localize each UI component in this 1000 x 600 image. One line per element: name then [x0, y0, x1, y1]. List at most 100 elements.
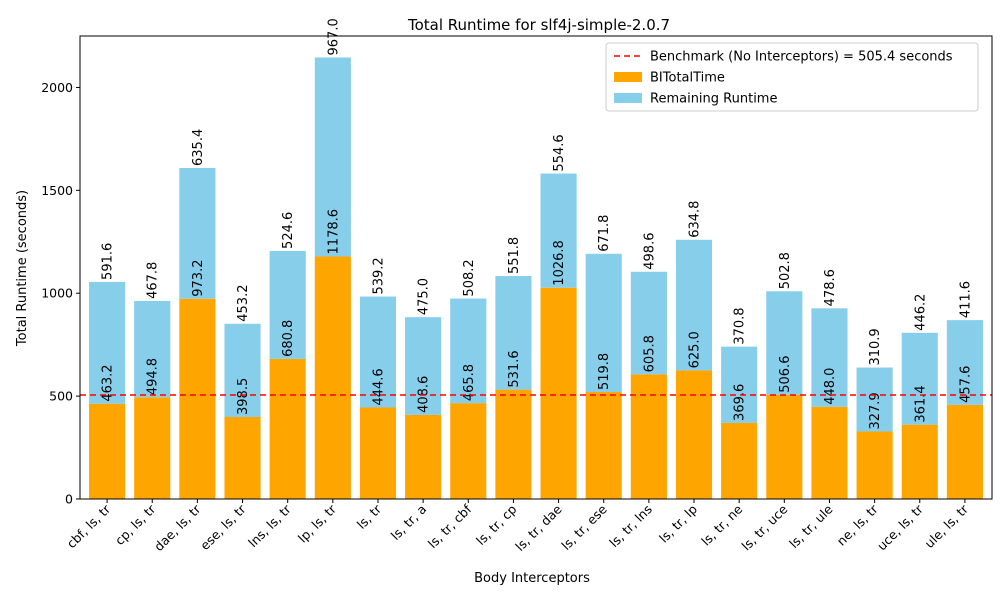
data-label-bitotaltime-4: 680.8 — [281, 320, 296, 357]
bar-remaining-18 — [901, 332, 938, 425]
bar-remaining-12 — [630, 271, 667, 375]
bar-remaining-11 — [585, 253, 622, 393]
x-tick-label-3: ese, ls, tr — [197, 501, 249, 553]
data-label-bitotaltime-14: 369.6 — [733, 384, 748, 421]
bar-bitotaltime-0 — [89, 403, 126, 499]
bar-remaining-19 — [946, 320, 983, 405]
bar-bitotaltime-19 — [946, 404, 983, 499]
data-label-bitotaltime-1: 494.8 — [146, 358, 161, 395]
bar-remaining-3 — [224, 323, 261, 417]
chart-title: Total Runtime for slf4j-simple-2.0.7 — [407, 16, 670, 34]
bar-bitotaltime-5 — [314, 256, 351, 499]
bar-bitotaltime-10 — [540, 287, 577, 499]
y-tick-label-1: 500 — [49, 389, 73, 404]
x-tick-label-11: ls, tr, ese — [558, 501, 610, 553]
legend-box — [605, 42, 979, 112]
data-label-bitotaltime-11: 519.8 — [597, 353, 612, 390]
data-label-bitotaltime-13: 625.0 — [688, 331, 703, 368]
data-label-bitotaltime-9: 531.6 — [507, 350, 522, 387]
legend-label-benchmark: Benchmark (No Interceptors) = 505.4 seco… — [650, 50, 953, 65]
data-label-remaining-10: 554.6 — [552, 134, 567, 171]
bars-layer — [89, 57, 983, 499]
x-tick-label-10: ls, tr, dae — [512, 501, 565, 554]
bar-bitotaltime-6 — [359, 407, 397, 499]
bar-remaining-6 — [359, 296, 397, 408]
bar-bitotaltime-11 — [585, 392, 622, 499]
data-label-remaining-7: 475.0 — [417, 278, 432, 315]
bar-remaining-1 — [134, 300, 171, 398]
data-label-remaining-4: 524.6 — [281, 212, 296, 249]
x-tick-label-6: ls, tr — [354, 501, 385, 532]
bar-bitotaltime-1 — [134, 397, 171, 499]
bar-remaining-15 — [766, 291, 803, 395]
data-label-remaining-9: 551.8 — [507, 237, 522, 274]
bar-bitotaltime-2 — [179, 298, 216, 499]
data-label-remaining-14: 370.8 — [733, 307, 748, 344]
data-label-remaining-19: 411.6 — [958, 281, 973, 318]
data-label-bitotaltime-3: 398.5 — [236, 378, 251, 415]
bar-remaining-13 — [675, 239, 713, 371]
bar-bitotaltime-13 — [675, 370, 713, 499]
bar-bitotaltime-15 — [766, 394, 803, 499]
data-label-remaining-18: 446.2 — [913, 294, 928, 331]
data-label-bitotaltime-2: 973.2 — [191, 260, 206, 297]
bar-bitotaltime-8 — [450, 403, 487, 499]
bar-bitotaltime-3 — [224, 416, 261, 499]
bar-remaining-17 — [856, 367, 893, 432]
bar-remaining-10 — [540, 173, 577, 288]
bar-remaining-9 — [495, 276, 532, 390]
bar-remaining-2 — [179, 167, 216, 299]
x-tick-label-15: ls, tr, uce — [739, 501, 791, 553]
data-label-bitotaltime-10: 1026.8 — [552, 240, 567, 286]
data-label-remaining-17: 310.9 — [868, 328, 883, 365]
data-label-remaining-1: 467.8 — [146, 262, 161, 299]
y-tick-label-3: 1500 — [41, 183, 73, 198]
legend-label-1: Remaining Runtime — [650, 92, 777, 107]
x-tick-label-4: lns, ls, tr — [245, 501, 294, 550]
bar-bitotaltime-9 — [495, 389, 532, 499]
x-tick-label-2: dae, ls, tr — [151, 501, 204, 554]
bar-bitotaltime-7 — [405, 414, 442, 499]
x-tick-label-19: ule, ls, tr — [922, 501, 972, 551]
data-label-bitotaltime-19: 457.6 — [958, 366, 973, 403]
y-axis-label: Total Runtime (seconds) — [15, 190, 30, 347]
data-label-bitotaltime-16: 448.0 — [823, 368, 838, 405]
x-tick-label-9: ls, tr, cp — [473, 501, 520, 548]
y-tick-label-4: 2000 — [41, 80, 73, 95]
data-label-remaining-0: 591.6 — [101, 243, 116, 280]
x-tick-label-14: ls, tr, ne — [698, 501, 745, 548]
bar-remaining-16 — [811, 308, 848, 407]
bar-bitotaltime-4 — [269, 358, 306, 499]
data-label-bitotaltime-18: 361.4 — [913, 385, 928, 422]
data-label-bitotaltime-15: 506.6 — [778, 356, 793, 393]
data-label-remaining-16: 478.6 — [823, 269, 838, 306]
y-tick-label-2: 1000 — [41, 286, 73, 301]
plot-frame — [79, 35, 993, 500]
x-tick-label-12: ls, tr, lns — [606, 502, 655, 551]
bar-bitotaltime-18 — [901, 424, 938, 499]
legend-swatch-0 — [614, 72, 642, 82]
bar-bitotaltime-17 — [856, 431, 893, 499]
data-label-remaining-12: 498.6 — [642, 233, 657, 270]
y-tick-label-0: 0 — [65, 492, 73, 507]
x-tick-label-13: ls, tr, lp — [656, 501, 700, 545]
data-label-remaining-15: 502.8 — [778, 252, 793, 289]
x-tick-label-18: uce, ls, tr — [874, 501, 927, 554]
bar-remaining-5 — [314, 57, 351, 257]
data-label-bitotaltime-6: 444.6 — [371, 368, 386, 405]
legend-swatch-1 — [614, 93, 642, 103]
bar-remaining-14 — [721, 346, 758, 423]
data-label-bitotaltime-0: 463.2 — [101, 364, 116, 401]
data-label-bitotaltime-12: 605.8 — [642, 335, 657, 372]
data-label-bitotaltime-8: 465.8 — [462, 364, 477, 401]
legend-label-0: BITotalTime — [650, 71, 725, 86]
x-tick-label-7: ls, tr, a — [388, 502, 429, 543]
x-axis-label: Body Interceptors — [474, 571, 590, 586]
data-label-remaining-5: 967.0 — [326, 18, 341, 55]
data-label-remaining-2: 635.4 — [191, 129, 206, 166]
bar-remaining-7 — [405, 317, 442, 415]
data-label-remaining-8: 508.2 — [462, 259, 477, 296]
bar-bitotaltime-12 — [630, 374, 667, 499]
x-tick-label-5: lp, ls, tr — [295, 501, 340, 546]
legend: Benchmark (No Interceptors) = 505.4 seco… — [605, 42, 979, 112]
